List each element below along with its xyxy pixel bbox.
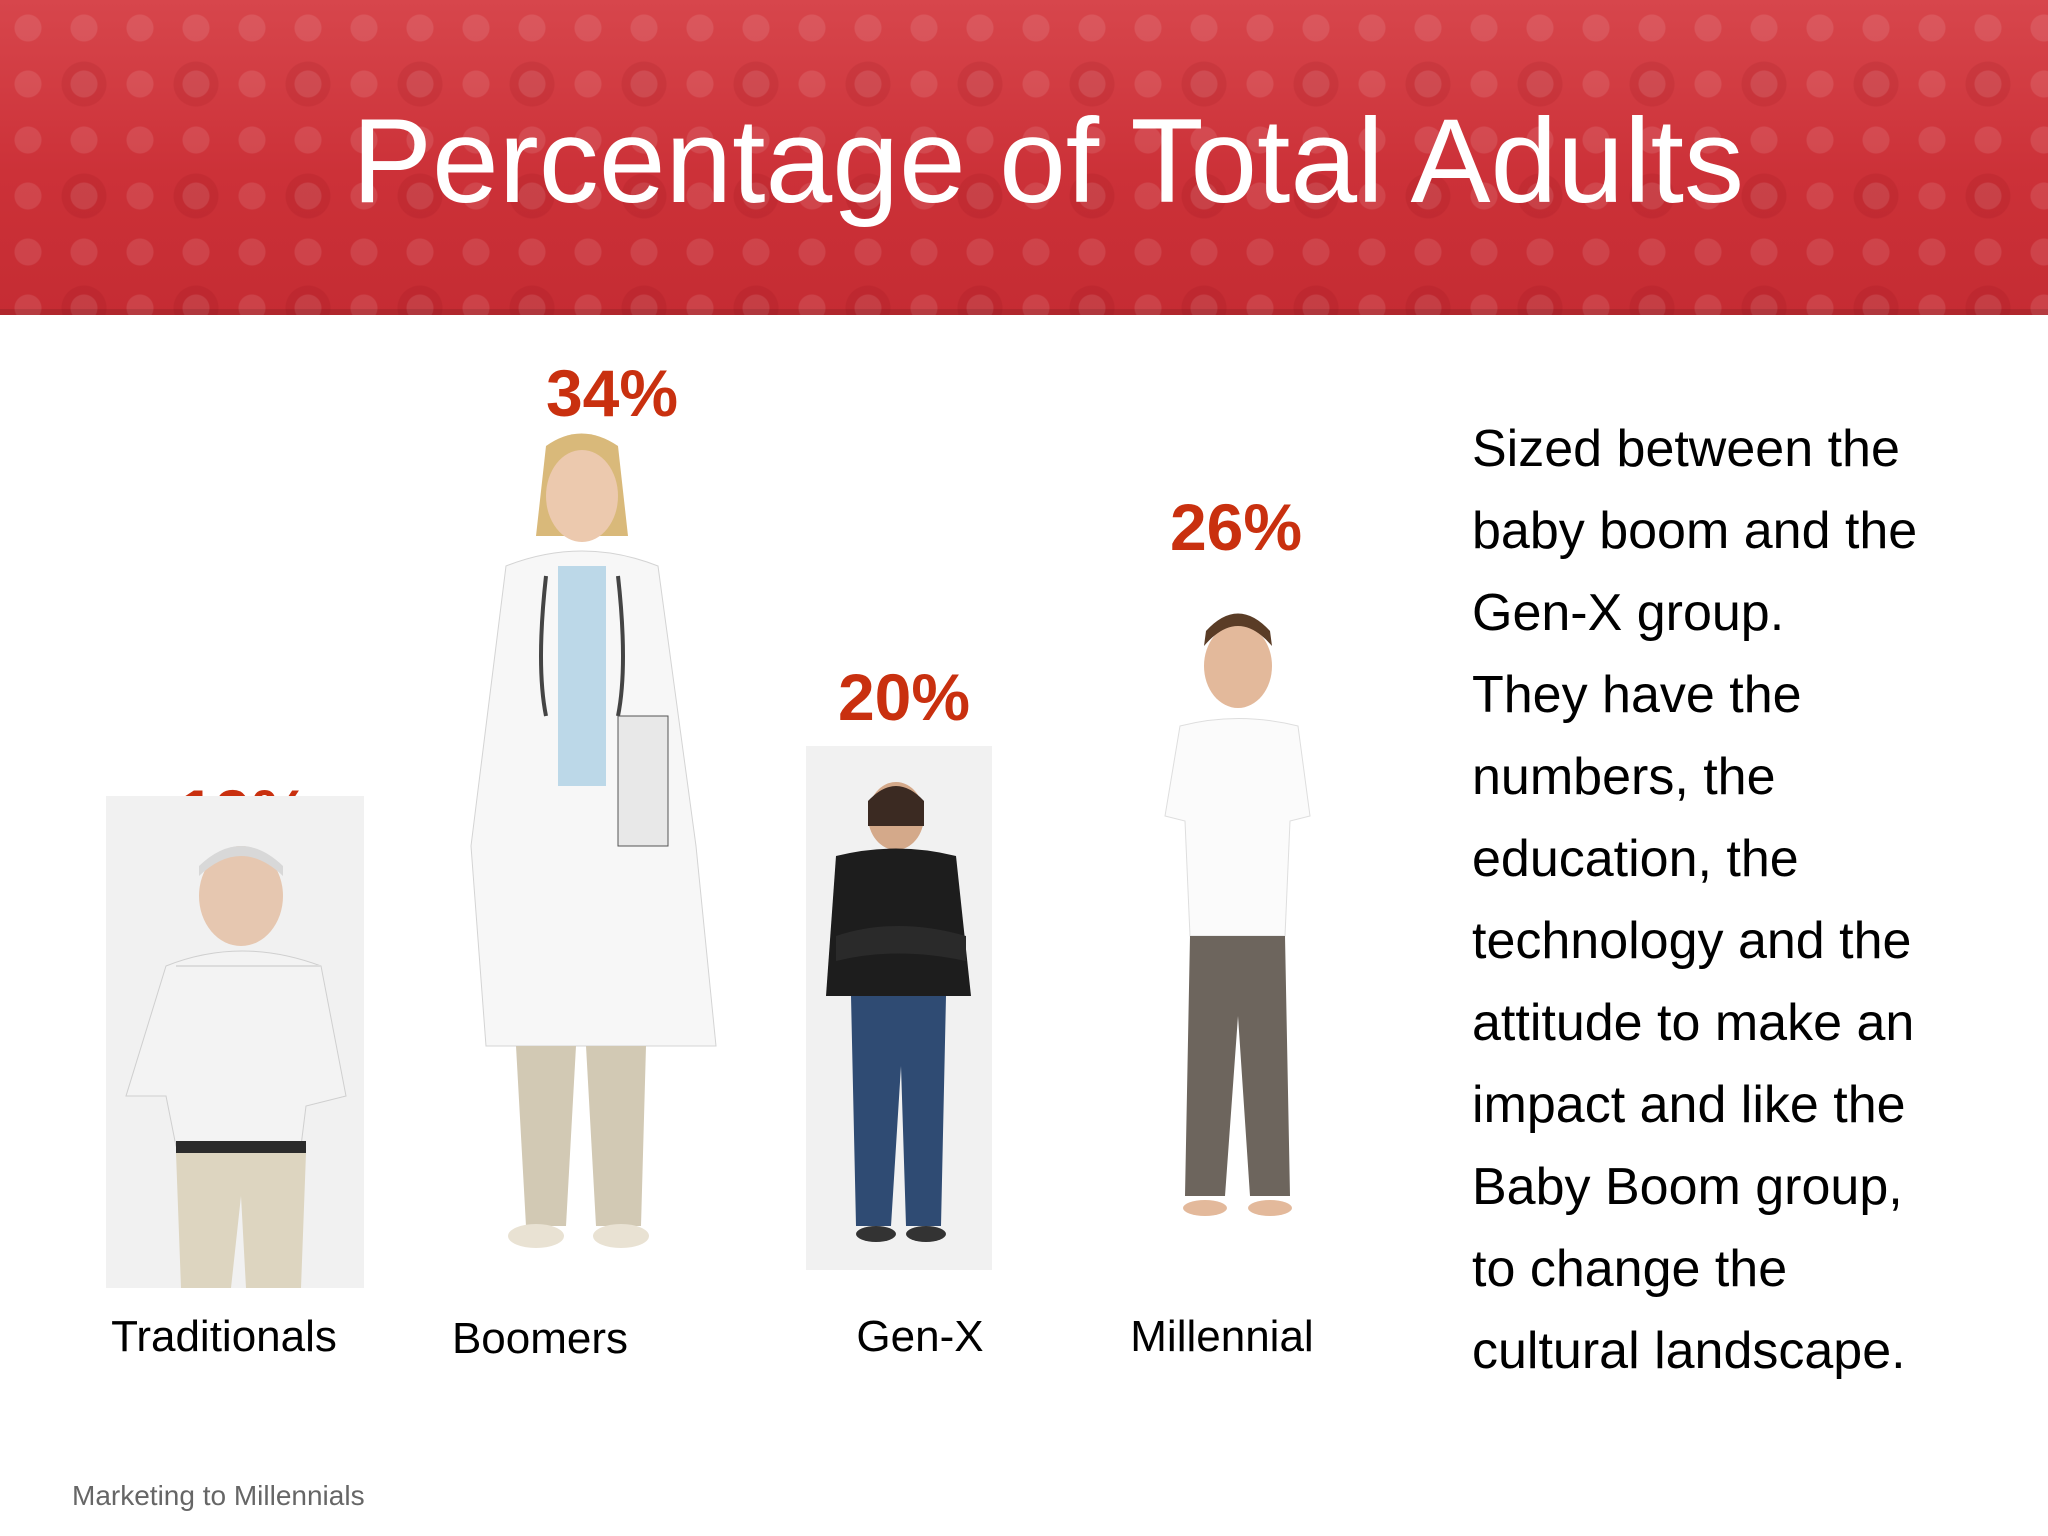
description-line: education, the [1472, 830, 1799, 888]
percentage-millennial: 26% [1169, 490, 1303, 564]
label-genx: Gen-X [856, 1312, 984, 1361]
description-line: Sized between the [1472, 420, 1900, 478]
description-line: attitude to make an [1472, 994, 1915, 1052]
description-line: impact and like the [1472, 1076, 1906, 1134]
description-text: Sized between the baby boom and the Gen-… [1472, 408, 2012, 1392]
label-millennial: Millennial [1130, 1312, 1314, 1361]
label-traditionals: Traditionals [111, 1312, 337, 1361]
description-line: They have the [1472, 666, 1802, 724]
title-banner [0, 0, 2048, 315]
description-line: Baby Boom group, [1472, 1158, 1903, 1216]
young-man-photo [1120, 596, 1354, 1268]
elderly-man-photo [106, 796, 364, 1288]
description-line: baby boom and the [1472, 502, 1918, 560]
footer-text: Marketing to Millennials [72, 1480, 365, 1511]
description-line: cultural landscape. [1472, 1322, 1906, 1380]
description-line: technology and the [1472, 912, 1912, 970]
description-line: to change the [1472, 1240, 1788, 1298]
slide-title: Percentage of Total Adults [351, 94, 1745, 228]
doctor-woman-photo [396, 426, 726, 1268]
description-line: Gen-X group. [1472, 584, 1785, 642]
woman-crossed-arms-photo [806, 746, 992, 1270]
description-line: numbers, the [1472, 748, 1776, 806]
percentage-boomers: 34% [545, 356, 679, 430]
label-boomers: Boomers [451, 1314, 629, 1363]
percentage-genx: 20% [837, 660, 971, 734]
